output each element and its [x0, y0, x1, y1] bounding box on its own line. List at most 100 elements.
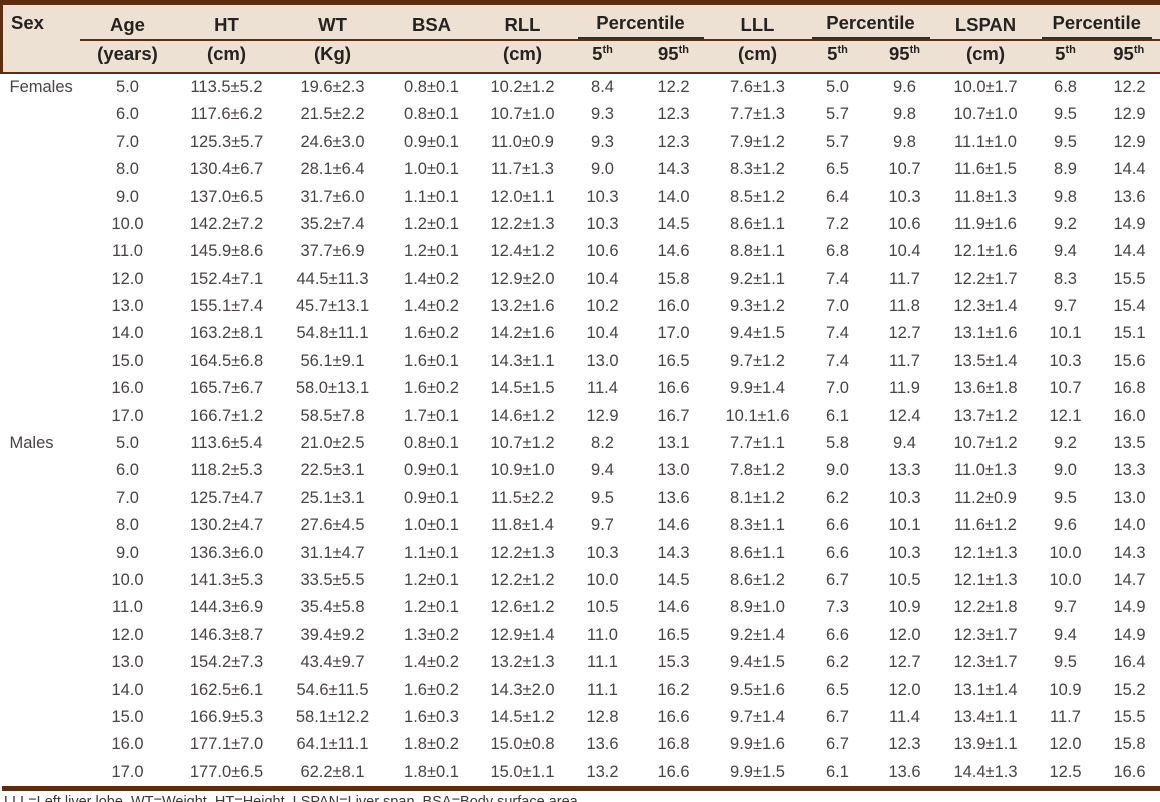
cell-ht: 113.5±5.2 — [190, 77, 263, 96]
sex-group-label — [2, 649, 80, 676]
cell-bsa: 1.1±0.1 — [404, 543, 459, 562]
cell-rll_p95: 14.3 — [657, 160, 690, 179]
cell-ht: 155.1±7.4 — [189, 297, 264, 316]
cell-rll_p95: 15.3 — [657, 653, 690, 672]
cell-wt: 21.0±2.5 — [300, 434, 365, 453]
cell-rll_p5: 10.3 — [586, 543, 619, 562]
cell-lll_p5: 7.4 — [826, 351, 849, 370]
cell-bsa: 0.9±0.1 — [404, 461, 459, 480]
cell-wt: 31.7±6.0 — [300, 187, 365, 206]
cell-lspan_p5: 9.4 — [1054, 242, 1077, 261]
cell-rll: 11.5±2.2 — [491, 488, 554, 507]
col-header-lspan-p5: 5th — [1033, 39, 1098, 74]
table-row: 11.0 144.3±6.9 35.4±5.8 1.2±0.1 12.6±1.2 10.5… — [2, 594, 1160, 621]
cell-wt: 45.7±13.1 — [295, 297, 370, 316]
sex-group-label — [2, 156, 80, 183]
cell-lspan: 13.7±1.2 — [953, 406, 1018, 425]
cell-lll_p5: 7.4 — [826, 269, 849, 288]
cell-bsa: 1.6±0.1 — [404, 351, 459, 370]
cell-lspan_p95: 13.6 — [1113, 187, 1146, 206]
cell-age: 6.0 — [116, 461, 139, 480]
col-header-rll-p95: 95th — [635, 39, 712, 74]
cell-age: 11.0 — [112, 242, 143, 261]
cell-age: 14.0 — [111, 324, 144, 343]
cell-bsa: 1.1±0.1 — [404, 187, 459, 206]
cell-rll_p5: 9.3 — [591, 105, 614, 124]
cell-lll_p95: 12.3 — [888, 735, 921, 754]
cell-lll_p5: 5.0 — [826, 77, 849, 96]
cell-lspan: 12.3±1.7 — [953, 653, 1018, 672]
cell-rll_p5: 10.4 — [586, 269, 619, 288]
cell-lll: 8.9±1.0 — [730, 598, 785, 617]
cell-lspan_p95: 14.0 — [1113, 516, 1146, 535]
cell-lll_p95: 12.7 — [888, 324, 921, 343]
cell-bsa: 1.6±0.2 — [404, 379, 459, 398]
cell-lspan: 11.6±1.2 — [954, 516, 1017, 535]
cell-bsa: 1.4±0.2 — [404, 269, 459, 288]
cell-lspan_p5: 9.2 — [1054, 434, 1077, 453]
table-row: 15.0 164.5±6.8 56.1±9.1 1.6±0.1 14.3±1.1 13.0… — [2, 348, 1160, 375]
cell-age: 15.0 — [111, 351, 144, 370]
col-header-lll-p5: 5th — [803, 39, 872, 74]
cell-rll_p5: 10.5 — [586, 598, 619, 617]
cell-rll_p5: 10.4 — [586, 324, 619, 343]
cell-wt: 37.7±6.9 — [300, 242, 365, 261]
cell-bsa: 0.8±0.1 — [404, 105, 459, 124]
table-row: 6.0 117.6±6.2 21.5±2.2 0.8±0.1 10.7±1.0 9.3 12… — [2, 101, 1160, 128]
cell-ht: 177.0±6.5 — [189, 762, 264, 781]
table-row: 12.0 146.3±8.7 39.4±9.2 1.3±0.2 12.9±1.4 11.0… — [2, 622, 1160, 649]
p95-label: 95 — [658, 42, 679, 64]
cell-rll: 12.6±1.2 — [490, 598, 555, 617]
cell-rll: 10.9±1.0 — [490, 461, 555, 480]
cell-ht: 113.6±5.4 — [190, 434, 263, 453]
cell-wt: 56.1±9.1 — [300, 351, 365, 370]
cell-lll: 8.1±1.2 — [730, 488, 785, 507]
cell-lll: 9.4±1.5 — [730, 324, 785, 343]
cell-lll_p5: 6.4 — [826, 187, 849, 206]
cell-lll: 7.6±1.3 — [730, 77, 785, 96]
col-header-rll-p5: 5th — [569, 39, 636, 74]
cell-ht: 137.0±6.5 — [189, 187, 264, 206]
cell-wt: 58.0±13.1 — [295, 379, 370, 398]
sex-group-label — [2, 238, 80, 265]
col-unit-age: (years) — [79, 39, 176, 74]
cell-lll_p5: 6.5 — [826, 160, 849, 179]
cell-rll_p95: 12.3 — [657, 105, 690, 124]
cell-rll_p5: 10.0 — [586, 571, 619, 589]
cell-bsa: 1.6±0.2 — [404, 680, 459, 699]
cell-lll_p5: 6.7 — [826, 707, 849, 726]
cell-age: 8.0 — [116, 516, 139, 535]
sex-group-label — [2, 759, 80, 789]
cell-lll: 9.7±1.2 — [730, 351, 785, 370]
cell-age: 6.0 — [116, 105, 139, 124]
header-row-2: (years) (cm) (Kg) (cm) 5th 95th (cm) 5th… — [2, 39, 1160, 74]
cell-rll_p5: 11.1 — [587, 680, 618, 699]
cell-lll_p5: 6.1 — [826, 406, 849, 425]
cell-lspan_p95: 12.9 — [1113, 132, 1146, 151]
cell-wt: 64.1±11.1 — [296, 735, 369, 754]
cell-lll_p95: 9.8 — [893, 132, 916, 151]
col-header-lll-p95: 95th — [871, 39, 938, 74]
cell-lspan_p5: 8.3 — [1054, 269, 1077, 288]
cell-bsa: 1.0±0.1 — [404, 516, 459, 535]
cell-bsa: 1.2±0.1 — [404, 598, 459, 617]
cell-lspan_p95: 15.1 — [1113, 324, 1146, 343]
cell-ht: 166.9±5.3 — [189, 707, 264, 726]
table-row: 13.0 154.2±7.3 43.4±9.7 1.4±0.2 13.2±1.3 11.1… — [2, 649, 1160, 676]
cell-lll_p5: 7.0 — [826, 379, 849, 398]
cell-rll: 14.3±1.1 — [490, 351, 555, 370]
col-unit-bsa — [387, 39, 476, 74]
cell-rll: 12.9±2.0 — [490, 269, 555, 288]
table-row: 14.0 162.5±6.1 54.6±11.5 1.6±0.2 14.3±2.0 11.… — [2, 676, 1160, 703]
cell-lll_p5: 6.5 — [826, 680, 849, 699]
cell-bsa: 1.2±0.1 — [404, 242, 459, 261]
cell-lspan: 11.8±1.3 — [954, 187, 1017, 206]
cell-lspan_p5: 6.8 — [1054, 77, 1077, 96]
col-header-ht: HT — [175, 2, 278, 41]
cell-lspan_p95: 16.4 — [1113, 653, 1146, 672]
cell-lspan: 10.0±1.7 — [953, 77, 1018, 96]
col-unit-lspan: (cm) — [937, 39, 1034, 74]
sex-group-label — [2, 375, 80, 402]
cell-rll: 12.2±1.3 — [490, 214, 555, 233]
